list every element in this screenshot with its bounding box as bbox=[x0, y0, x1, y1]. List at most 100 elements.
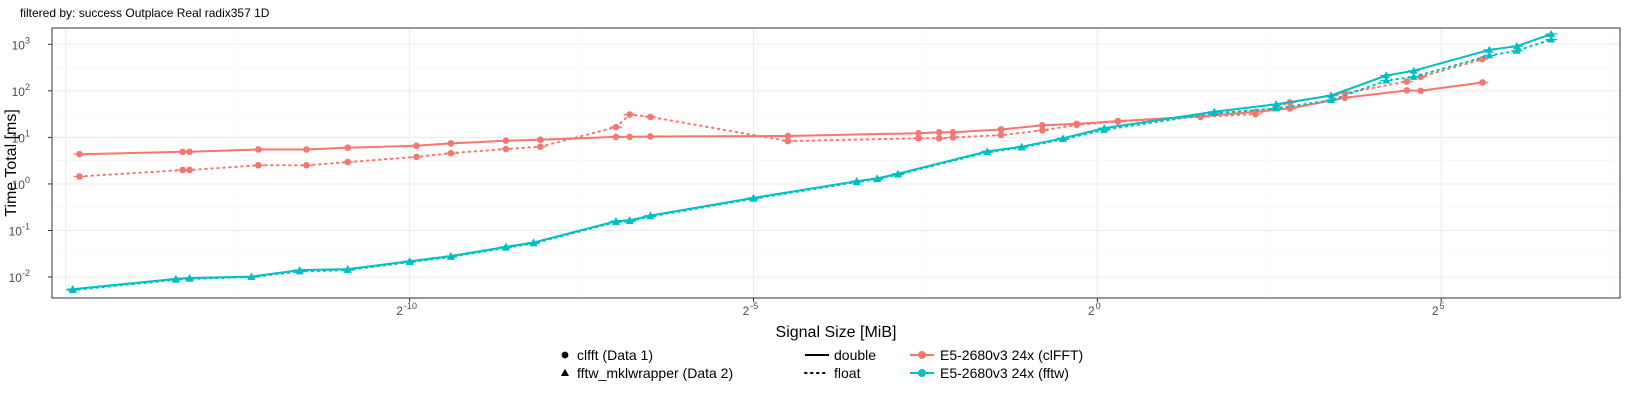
legend-key-dot bbox=[918, 369, 926, 377]
data-point bbox=[997, 126, 1005, 133]
data-point bbox=[647, 133, 654, 140]
data-point bbox=[502, 145, 510, 153]
y-tick-label: 10-2 bbox=[9, 268, 30, 285]
series-layer bbox=[66, 29, 1558, 293]
x-axis-title: Signal Size [MiB] bbox=[776, 324, 897, 341]
plot-panel bbox=[52, 28, 1620, 298]
legend-label: float bbox=[834, 365, 861, 381]
y-tick-label: 10-1 bbox=[9, 222, 30, 239]
data-point bbox=[185, 274, 194, 282]
data-point bbox=[1272, 104, 1281, 112]
legend-key-circle bbox=[561, 351, 569, 359]
data-point bbox=[446, 252, 455, 260]
data-point bbox=[76, 150, 83, 158]
data-point bbox=[405, 258, 414, 266]
data-point bbox=[76, 173, 83, 180]
data-point bbox=[1073, 121, 1081, 129]
data-point bbox=[1252, 110, 1259, 118]
data-point bbox=[1547, 35, 1556, 43]
x-axis: 2-10 2-5 20 25 bbox=[396, 298, 1445, 318]
data-point bbox=[179, 166, 186, 174]
data-point bbox=[784, 137, 792, 145]
data-point bbox=[413, 142, 420, 150]
legend-label: clfft (Data 1) bbox=[577, 347, 653, 363]
data-point bbox=[1114, 118, 1122, 125]
data-point bbox=[1485, 45, 1494, 53]
data-point bbox=[949, 128, 957, 136]
data-point bbox=[179, 148, 186, 156]
data-point bbox=[626, 133, 633, 141]
data-point bbox=[893, 170, 902, 178]
data-point bbox=[1039, 121, 1046, 129]
data-point bbox=[344, 158, 352, 166]
data-point bbox=[749, 194, 758, 202]
data-point bbox=[1272, 100, 1281, 108]
data-point bbox=[344, 144, 352, 151]
data-point bbox=[625, 217, 634, 225]
data-point bbox=[303, 162, 310, 169]
data-point bbox=[983, 148, 992, 156]
data-point bbox=[1039, 127, 1046, 134]
data-point bbox=[1409, 66, 1418, 74]
data-point bbox=[935, 128, 943, 136]
data-point bbox=[447, 140, 455, 147]
legend-key-dot bbox=[918, 351, 926, 359]
data-point bbox=[612, 123, 620, 131]
data-point bbox=[529, 239, 538, 247]
data-point bbox=[915, 129, 922, 137]
data-point bbox=[343, 265, 352, 273]
data-point bbox=[68, 285, 77, 293]
data-point bbox=[303, 146, 310, 153]
data-point bbox=[171, 275, 180, 283]
series-line bbox=[79, 81, 1483, 156]
data-point bbox=[255, 162, 262, 169]
data-point bbox=[1341, 94, 1349, 102]
legend-label: double bbox=[834, 347, 876, 363]
data-point bbox=[852, 177, 861, 185]
data-point bbox=[255, 146, 262, 153]
chart-subtitle: filtered by: success Outplace Real radix… bbox=[20, 6, 270, 20]
data-point bbox=[915, 135, 922, 142]
legend-label: E5-2680v3 24x (fftw) bbox=[940, 365, 1069, 381]
data-point bbox=[1382, 76, 1391, 84]
data-point bbox=[1479, 79, 1486, 86]
data-point bbox=[1017, 143, 1026, 151]
data-point bbox=[1327, 96, 1336, 104]
plot-border bbox=[51, 27, 1621, 299]
data-point bbox=[612, 133, 620, 141]
data-point bbox=[295, 267, 304, 275]
y-tick-label: 102 bbox=[12, 82, 30, 99]
data-point bbox=[1403, 87, 1411, 94]
data-point bbox=[873, 175, 882, 183]
data-point bbox=[186, 166, 193, 174]
series-fftw-float bbox=[66, 35, 1558, 293]
data-point bbox=[1417, 87, 1424, 95]
data-point bbox=[1100, 125, 1109, 133]
y-axis-title: Time Total [ms] bbox=[3, 109, 20, 217]
data-point bbox=[1547, 29, 1556, 37]
data-point bbox=[501, 243, 510, 251]
data-point bbox=[612, 217, 620, 226]
y-tick-label: 103 bbox=[12, 35, 30, 52]
legend: clfft (Data 1) fftw_mklwrapper (Data 2) do… bbox=[560, 347, 1083, 381]
data-point bbox=[646, 212, 655, 220]
x-tick-label: 20 bbox=[1088, 301, 1101, 318]
grid-minor bbox=[52, 28, 1620, 298]
data-point bbox=[186, 148, 193, 156]
data-point bbox=[1512, 46, 1521, 54]
data-point bbox=[1403, 78, 1411, 85]
data-point bbox=[1059, 135, 1067, 143]
data-point bbox=[447, 149, 455, 157]
data-point bbox=[413, 153, 420, 161]
x-tick-label: 2-5 bbox=[743, 301, 759, 318]
data-point bbox=[935, 135, 943, 142]
legend-key-triangle bbox=[560, 368, 570, 376]
data-point bbox=[647, 113, 654, 121]
data-point bbox=[1382, 71, 1391, 79]
data-point bbox=[1210, 109, 1219, 117]
data-point bbox=[997, 131, 1005, 139]
x-tick-label: 2-10 bbox=[396, 301, 417, 318]
legend-label: E5-2680v3 24x (clFFT) bbox=[940, 347, 1083, 363]
